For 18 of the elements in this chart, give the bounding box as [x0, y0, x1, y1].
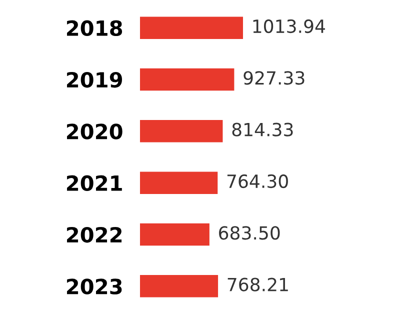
bar — [140, 68, 234, 91]
y-tick-label: 2023 — [67, 278, 122, 294]
data-label: 927.33 — [244, 71, 304, 85]
bar — [140, 172, 218, 194]
y-tick-label: 2020 — [67, 124, 122, 140]
bar — [140, 120, 223, 142]
y-tick-label: 2022 — [67, 226, 122, 243]
bar — [140, 16, 243, 39]
data-label: 764.30 — [227, 174, 288, 188]
bar — [140, 223, 210, 246]
y-tick-label: 2018 — [67, 20, 122, 36]
bar — [140, 275, 218, 298]
data-label: 768.21 — [228, 278, 288, 292]
y-tick-label: 2019 — [67, 72, 122, 88]
data-label: 683.50 — [219, 226, 280, 240]
data-label: 1013.94 — [253, 19, 325, 34]
data-label: 814.33 — [232, 122, 293, 136]
y-tick-label: 2021 — [67, 175, 122, 192]
